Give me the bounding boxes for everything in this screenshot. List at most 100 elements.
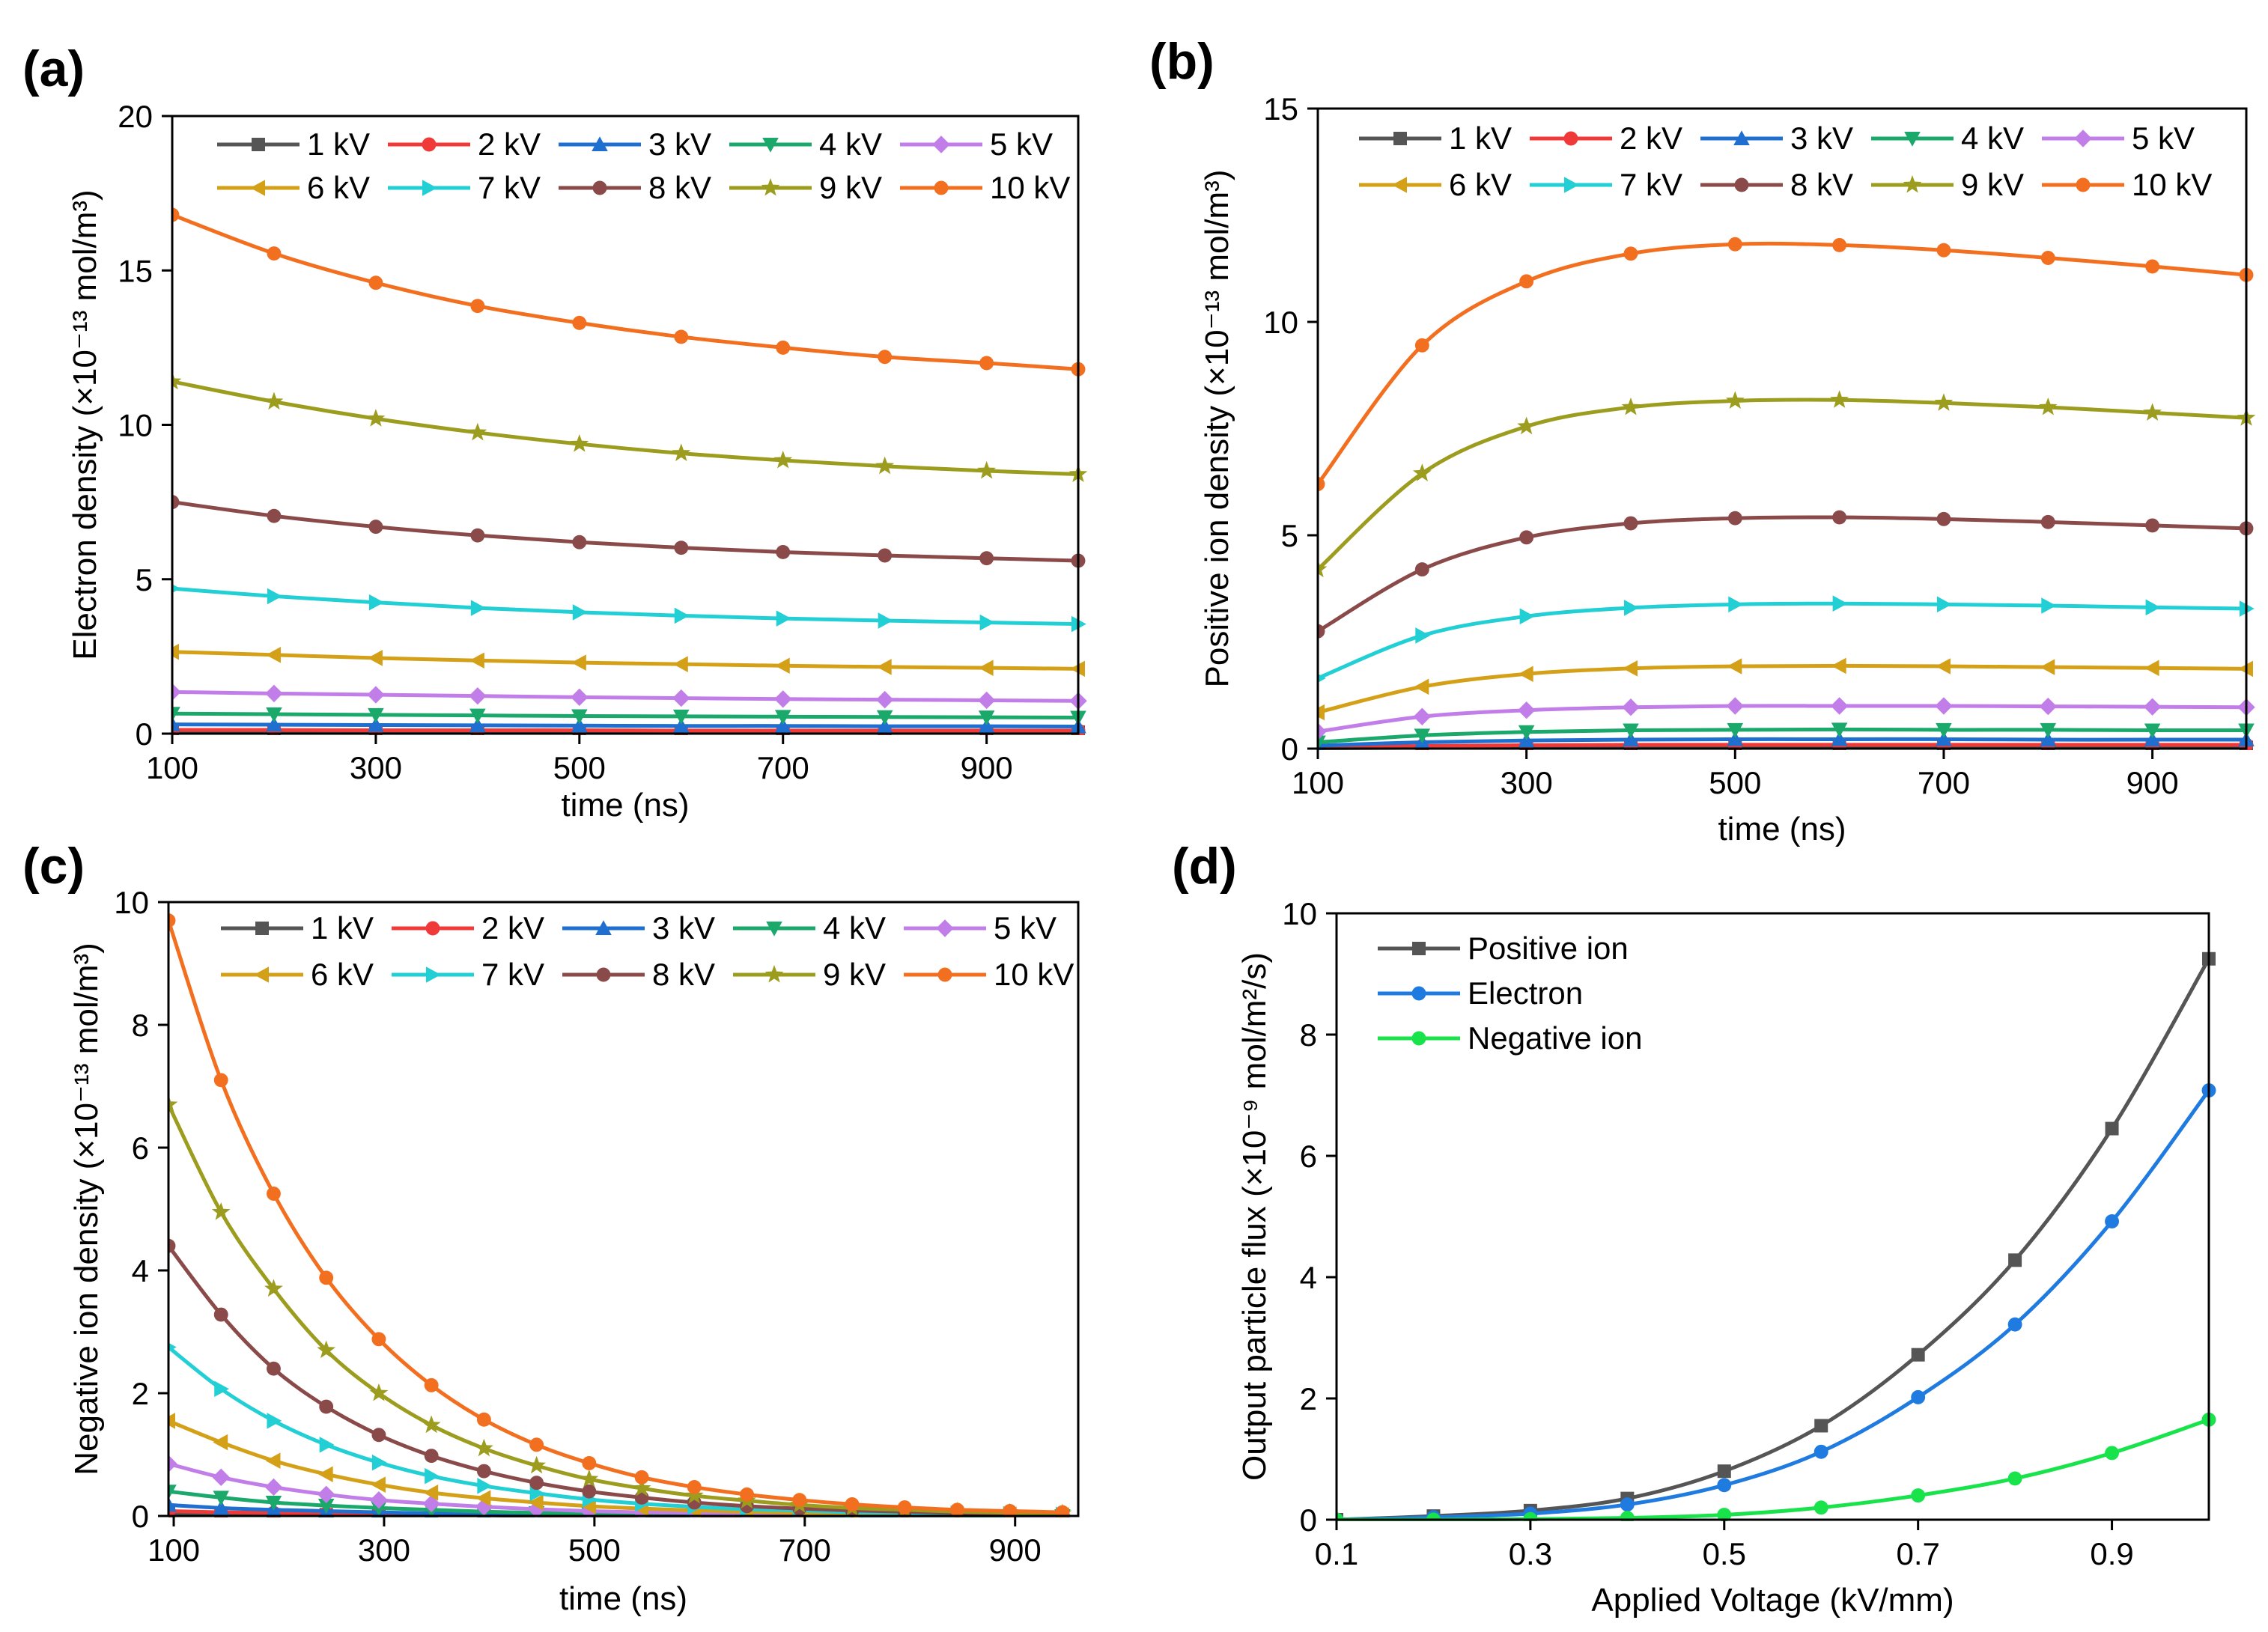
x-tick-label: 500 bbox=[553, 750, 606, 785]
data-point-8-kv bbox=[1727, 511, 1742, 526]
series-line-3-kv bbox=[1318, 737, 2246, 748]
x-axis-label: time (ns) bbox=[561, 787, 689, 823]
data-point-6-kv bbox=[371, 1476, 386, 1493]
data-point-7-kv bbox=[2041, 597, 2057, 614]
data-point-10-kv bbox=[424, 1377, 439, 1392]
data-point-8-kv bbox=[878, 548, 893, 563]
data-point-9-kv bbox=[366, 409, 386, 427]
legend-label-3-kv: 3 kV bbox=[1790, 121, 1853, 156]
data-point-4-kv bbox=[1623, 723, 1639, 739]
data-point-7-kv bbox=[172, 584, 180, 594]
series-line-8-kv bbox=[1318, 515, 2247, 633]
data-point-5-kv bbox=[774, 690, 792, 708]
series-line-4-kv bbox=[1318, 727, 2247, 744]
data-point-4-kv bbox=[1518, 725, 1535, 740]
legend-marker-1-kv bbox=[1393, 132, 1407, 145]
data-point-7-kv bbox=[529, 1485, 545, 1502]
data-point-10-kv bbox=[740, 1487, 754, 1502]
data-point-8-kv bbox=[2145, 518, 2160, 533]
data-point-5-kv bbox=[265, 684, 283, 703]
data-point-5-kv bbox=[264, 1478, 283, 1496]
series-line-7-kv bbox=[1318, 601, 2247, 680]
data-point-8-kv bbox=[1623, 516, 1638, 531]
x-tick-label: 0.1 bbox=[1315, 1536, 1358, 1571]
data-point-5-kv bbox=[1517, 701, 1536, 719]
data-point-6-kv bbox=[266, 647, 281, 663]
data-point-7-kv bbox=[425, 1467, 440, 1485]
legend-marker-7-kv bbox=[1564, 177, 1579, 193]
data-point-4-kv bbox=[168, 1485, 177, 1499]
series-group bbox=[1337, 952, 2216, 1521]
data-point-8-kv bbox=[634, 1490, 649, 1505]
data-point-10-kv bbox=[2145, 259, 2160, 274]
chart-panel-1: (a) 100 300 500 700 900 0 5 10 15 20 time (ns) Elect… bbox=[22, 40, 1087, 823]
legend-label-5-kv: 5 kV bbox=[990, 127, 1053, 162]
panel-label: (d) bbox=[1172, 838, 1237, 895]
data-point-9-kv bbox=[1517, 416, 1536, 435]
y-tick-label: 2 bbox=[132, 1376, 149, 1411]
series-line-3-kv bbox=[172, 722, 1079, 729]
data-point-6-kv bbox=[213, 1434, 228, 1451]
x-tick-label: 0.3 bbox=[1509, 1536, 1552, 1571]
legend-marker-electron bbox=[1411, 986, 1426, 1001]
data-point-8-kv bbox=[319, 1399, 334, 1414]
data-point-7-kv bbox=[1519, 608, 1535, 625]
y-tick-label: 8 bbox=[1300, 1017, 1317, 1053]
panel-label: (c) bbox=[22, 838, 85, 895]
data-point-8-kv bbox=[267, 1361, 281, 1376]
y-tick-label: 10 bbox=[1282, 896, 1317, 931]
data-point-6-kv bbox=[1414, 678, 1429, 695]
legend-marker-5-kv bbox=[936, 919, 954, 937]
legend-label-4-kv: 4 kV bbox=[823, 910, 886, 946]
data-point-7-kv bbox=[878, 612, 893, 629]
legend-marker-4-kv bbox=[1904, 132, 1921, 147]
data-point-6-kv bbox=[475, 1490, 491, 1507]
x-tick-label: 100 bbox=[1292, 765, 1344, 800]
data-point-9-kv bbox=[1621, 397, 1641, 415]
series-line-10-kv bbox=[172, 213, 1079, 371]
series-line-9-kv bbox=[1318, 398, 2247, 571]
legend-marker-7-kv bbox=[426, 966, 441, 983]
data-point-3-kv bbox=[172, 716, 180, 731]
data-point-5-kv bbox=[672, 689, 690, 707]
legend-marker-9-kv bbox=[1903, 174, 1922, 193]
data-point-8-kv bbox=[1519, 530, 1534, 545]
data-point-electron bbox=[2105, 1214, 2120, 1228]
y-tick-label: 0 bbox=[1281, 731, 1298, 767]
data-point-9-kv bbox=[264, 392, 284, 410]
x-tick-label: 0.5 bbox=[1703, 1536, 1746, 1571]
legend-marker-10-kv bbox=[934, 180, 949, 195]
data-point-9-kv bbox=[1934, 393, 1954, 411]
y-axis-label: Positive ion density (×10⁻¹³ mol/m³) bbox=[1199, 170, 1235, 688]
data-point-10-kv bbox=[878, 350, 893, 365]
axes-frame bbox=[167, 901, 1080, 1517]
data-point-10-kv bbox=[168, 913, 176, 928]
legend-label-7-kv: 7 kV bbox=[478, 170, 541, 205]
x-tick-label: 700 bbox=[1918, 765, 1970, 800]
data-point-9-kv bbox=[1830, 390, 1849, 408]
legend-marker-negative-ion bbox=[1411, 1031, 1426, 1046]
data-point-4-kv bbox=[265, 1495, 282, 1511]
legend-marker-5-kv bbox=[932, 136, 950, 153]
data-point-3-kv bbox=[1831, 731, 1848, 746]
legend-label-2-kv: 2 kV bbox=[481, 910, 544, 946]
data-point-9-kv bbox=[672, 443, 691, 462]
data-point-7-kv bbox=[674, 607, 690, 624]
legend-label-1-kv: 1 kV bbox=[311, 910, 374, 946]
data-point-5-kv bbox=[1726, 697, 1745, 715]
data-point-6-kv bbox=[172, 643, 179, 660]
data-point-8-kv bbox=[2040, 514, 2055, 529]
y-tick-label: 10 bbox=[114, 885, 149, 920]
series-line-6-kv bbox=[1318, 663, 2247, 714]
x-axis-label: time (ns) bbox=[1718, 811, 1846, 847]
data-point-electron bbox=[1911, 1389, 1926, 1404]
series-line-10-kv bbox=[1318, 241, 2247, 486]
axes-frame bbox=[1316, 107, 2248, 750]
legend-marker-10-kv bbox=[2076, 177, 2091, 192]
data-point-6-kv bbox=[571, 654, 586, 671]
data-point-negative-ion bbox=[1620, 1511, 1635, 1521]
legend-marker-6-kv bbox=[254, 966, 269, 983]
legend-label-5-kv: 5 kV bbox=[2132, 121, 2195, 156]
data-point-9-kv bbox=[684, 1485, 704, 1504]
legend-marker-7-kv bbox=[422, 180, 437, 196]
